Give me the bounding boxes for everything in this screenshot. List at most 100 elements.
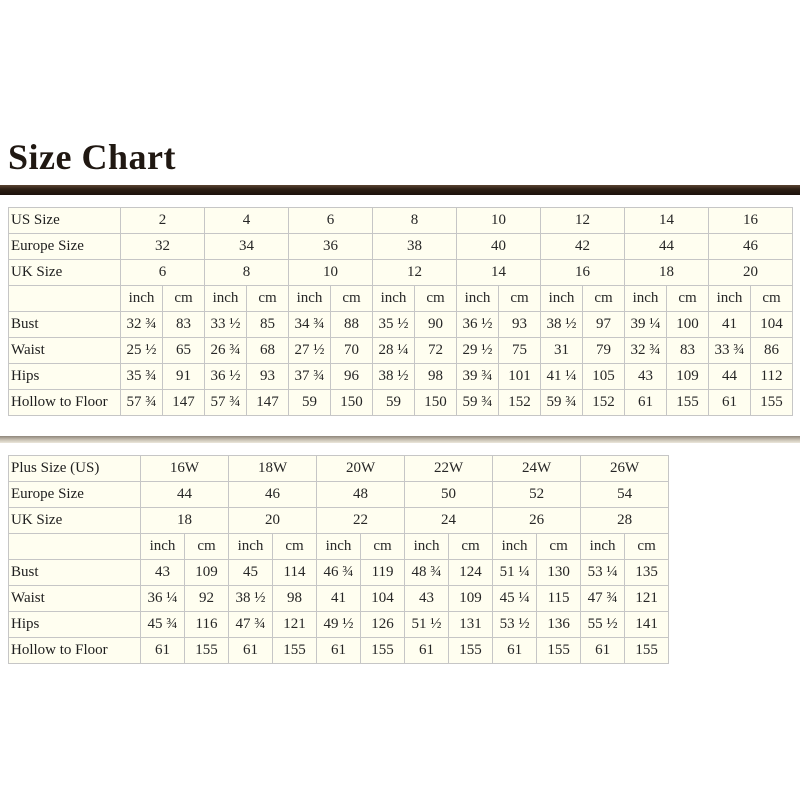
measure-cell: 38 ½ — [540, 311, 583, 338]
measure-cell: 26 ¾ — [204, 337, 247, 364]
unit-inch-cell: inch — [580, 533, 626, 560]
measure-cell: 147 — [162, 389, 205, 416]
measure-cell: 59 ¾ — [456, 389, 499, 416]
measure-cell: 61 — [140, 637, 185, 664]
size-cell: 26W — [580, 455, 670, 482]
size-cell: 18W — [228, 455, 318, 482]
measure-cell: 130 — [536, 559, 582, 586]
size-row: UK Size 18 20 22 24 26 28 — [8, 507, 670, 534]
measure-cell: 109 — [666, 363, 709, 390]
measure-row: Waist 36 ¼ 92 38 ½ 98 41 104 43 109 45 ¼ 115 47 ¾ 12… — [8, 585, 670, 612]
measure-cell: 131 — [448, 611, 494, 638]
measure-cell: 121 — [272, 611, 318, 638]
measure-cell: 65 — [162, 337, 205, 364]
measure-cell: 126 — [360, 611, 406, 638]
unit-cm-cell: cm — [536, 533, 582, 560]
size-cell: 52 — [492, 481, 582, 508]
measure-cell: 32 ¾ — [120, 311, 163, 338]
unit-inch-cell: inch — [140, 533, 185, 560]
measure-cell: 61 — [316, 637, 362, 664]
size-cell: 2 — [120, 207, 205, 234]
unit-cm-cell: cm — [666, 285, 709, 312]
size-cell: 54 — [580, 481, 670, 508]
measure-cell: 155 — [272, 637, 318, 664]
unit-inch-cell: inch — [456, 285, 499, 312]
measure-row: Hips 45 ¾ 116 47 ¾ 121 49 ½ 126 51 ½ 131 53 ½ 136 5… — [8, 611, 670, 638]
measure-cell: 121 — [624, 585, 670, 612]
measure-row: Hollow to Floor 61 155 61 155 61 155 61 155 61 155… — [8, 637, 670, 664]
measure-cell: 38 ½ — [228, 585, 274, 612]
measure-cell: 37 ¾ — [288, 363, 331, 390]
size-cell: 8 — [372, 207, 457, 234]
measure-cell: 119 — [360, 559, 406, 586]
measure-cell: 43 — [624, 363, 667, 390]
measure-cell: 97 — [582, 311, 625, 338]
row-label: Plus Size (US) — [8, 455, 141, 482]
size-cell: 12 — [372, 259, 457, 286]
measure-cell: 109 — [183, 559, 230, 586]
measure-cell: 44 — [708, 363, 751, 390]
measure-cell: 150 — [414, 389, 457, 416]
measure-cell: 96 — [330, 363, 373, 390]
measure-cell: 49 ½ — [316, 611, 362, 638]
measure-cell: 100 — [666, 311, 709, 338]
row-label: Hollow to Floor — [8, 637, 141, 664]
measure-cell: 29 ½ — [456, 337, 499, 364]
measure-cell: 61 — [404, 637, 450, 664]
measure-cell: 98 — [272, 585, 318, 612]
unit-inch-cell: inch — [372, 285, 415, 312]
measure-cell: 75 — [498, 337, 541, 364]
unit-inch-cell: inch — [708, 285, 751, 312]
measure-cell: 43 — [140, 559, 185, 586]
measure-cell: 57 ¾ — [120, 389, 163, 416]
size-row: Plus Size (US) 16W 18W 20W 22W 24W 26W — [8, 455, 670, 482]
measure-cell: 51 ½ — [404, 611, 450, 638]
measure-cell: 33 ½ — [204, 311, 247, 338]
size-row: US Size 2 4 6 8 10 12 14 16 — [8, 207, 793, 234]
measure-cell: 55 ½ — [580, 611, 626, 638]
measure-cell: 41 — [708, 311, 751, 338]
measure-cell: 83 — [162, 311, 205, 338]
unit-row-spacer — [8, 533, 141, 560]
measure-cell: 61 — [624, 389, 667, 416]
measure-cell: 45 ¾ — [140, 611, 185, 638]
size-cell: 46 — [708, 233, 793, 260]
size-cell: 16 — [540, 259, 625, 286]
size-cell: 46 — [228, 481, 318, 508]
size-row: Europe Size 32 34 36 38 40 42 44 46 — [8, 233, 793, 260]
measure-cell: 61 — [228, 637, 274, 664]
measure-cell: 59 — [288, 389, 331, 416]
unit-inch-cell: inch — [288, 285, 331, 312]
size-cell: 4 — [204, 207, 289, 234]
size-cell: 32 — [120, 233, 205, 260]
measure-cell: 86 — [750, 337, 793, 364]
measure-cell: 79 — [582, 337, 625, 364]
size-cell: 20W — [316, 455, 406, 482]
unit-header-row: inch cm inch cm inch cm inch cm inch cm inch cm inch… — [8, 285, 793, 312]
measure-cell: 93 — [246, 363, 289, 390]
measure-cell: 35 ¾ — [120, 363, 163, 390]
row-label: Hips — [8, 611, 141, 638]
unit-cm-cell: cm — [183, 533, 230, 560]
measure-cell: 51 ¼ — [492, 559, 538, 586]
size-cell: 24W — [492, 455, 582, 482]
measure-cell: 53 ¼ — [580, 559, 626, 586]
standard-size-chart: US Size 2 4 6 8 10 12 14 16 Europe Size 32 34 36 38 40… — [8, 207, 793, 416]
measure-cell: 152 — [498, 389, 541, 416]
measure-cell: 155 — [624, 637, 670, 664]
measure-cell: 31 — [540, 337, 583, 364]
unit-cm-cell: cm — [582, 285, 625, 312]
measure-cell: 152 — [582, 389, 625, 416]
measure-cell: 68 — [246, 337, 289, 364]
measure-cell: 155 — [536, 637, 582, 664]
size-cell: 20 — [708, 259, 793, 286]
size-cell: 34 — [204, 233, 289, 260]
row-label: Waist — [8, 337, 121, 364]
row-label: Europe Size — [8, 481, 141, 508]
size-cell: 50 — [404, 481, 494, 508]
table-divider-bar — [0, 436, 800, 443]
unit-row-spacer — [8, 285, 121, 312]
row-label: US Size — [8, 207, 121, 234]
unit-cm-cell: cm — [360, 533, 406, 560]
unit-cm-cell: cm — [414, 285, 457, 312]
